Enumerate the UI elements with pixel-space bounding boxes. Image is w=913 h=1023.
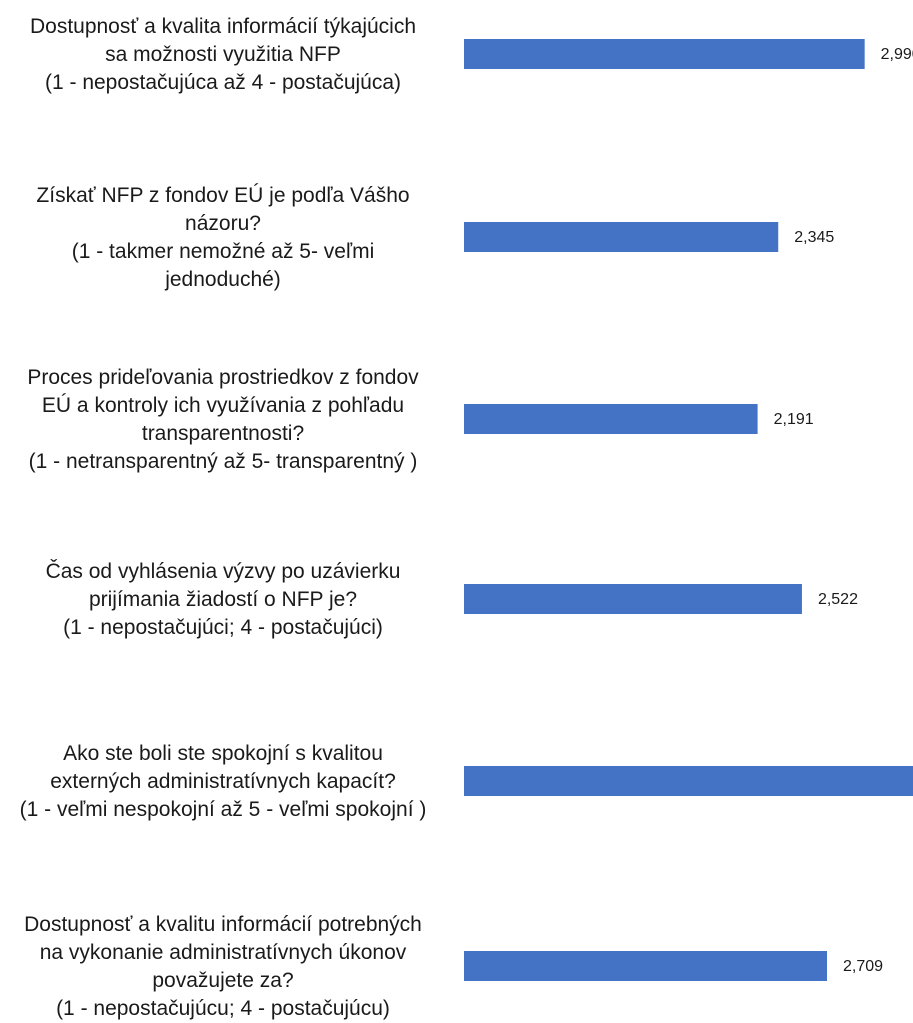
category-label: Čas od vyhlásenia výzvy po uzávierku prij… [46,560,401,639]
data-label: 2,990 [881,46,913,63]
bar-group: Čas od vyhlásenia výzvy po uzávierku prij… [46,560,859,639]
data-label: 2,709 [843,958,883,975]
category-label-line: Čas od vyhlásenia výzvy po uzávierku [46,560,401,583]
bar [464,584,802,614]
category-label-line: (1 - veľmi nespokojní až 5 - veľmi spoko… [20,798,427,821]
category-label-line: považujete za? [152,969,293,992]
bar-group: Ako ste boli ste spokojní s kvalitou exte… [20,742,913,821]
category-label-line: názoru? [185,212,261,235]
bar [464,39,865,69]
category-label-line: jednoduché) [164,268,281,291]
bar [464,404,758,434]
category-label-line: externých administratívnych kapacít? [50,770,396,793]
bar [464,766,913,796]
bar-group: Proces prideľovania prostriedkov z fondo… [27,366,813,473]
category-label-line: (1 - netransparentný až 5- transparentný… [29,450,418,473]
category-label-line: (1 - nepostačujúcu; 4 - postačujúcu) [56,997,390,1020]
category-label-line: EÚ a kontroly ich využívania z pohľadu [42,394,404,417]
data-label: 2,345 [794,229,834,246]
category-label-line: Dostupnosť a kvalitu informácií potrebný… [24,913,422,936]
bar-group: Dostupnosť a kvalitu informácií potrebný… [24,913,883,1020]
category-label: Získať NFP z fondov EÚ je podľa Vášho náz… [36,184,409,291]
category-label-line: sa možnosti využitia NFP [105,43,341,66]
category-label: Proces prideľovania prostriedkov z fondo… [27,366,419,473]
category-label-line: (1 - nepostačujúci; 4 - postačujúci) [63,616,383,639]
category-label-line: Proces prideľovania prostriedkov z fondo… [27,366,419,389]
category-label-line: Získať NFP z fondov EÚ je podľa Vášho [36,184,409,207]
category-label-line: Ako ste boli ste spokojní s kvalitou [63,742,383,765]
bar-group: Získať NFP z fondov EÚ je podľa Vášho náz… [36,184,834,291]
category-label-line: Dostupnosť a kvalita informácií týkajúci… [30,15,416,38]
bar [464,222,779,252]
category-label-line: (1 - nepostačujúca až 4 - postačujúca) [45,71,401,94]
bar [464,951,828,981]
bar-group: Dostupnosť a kvalita informácií týkajúci… [30,15,913,94]
category-label-line: prijímania žiadostí o NFP je? [89,588,357,611]
category-label-line: na vykonanie administratívnych úkonov [40,941,407,964]
category-label-line: transparentnosti? [142,422,304,445]
data-label: 2,522 [818,591,858,608]
category-label: Dostupnosť a kvalitu informácií potrebný… [24,913,422,1020]
category-label: Dostupnosť a kvalita informácií týkajúci… [30,15,416,94]
data-label: 2,191 [774,411,814,428]
category-label: Ako ste boli ste spokojní s kvalitou exte… [20,742,427,821]
category-label-line: (1 - takmer nemožné až 5- veľmi [72,240,375,263]
